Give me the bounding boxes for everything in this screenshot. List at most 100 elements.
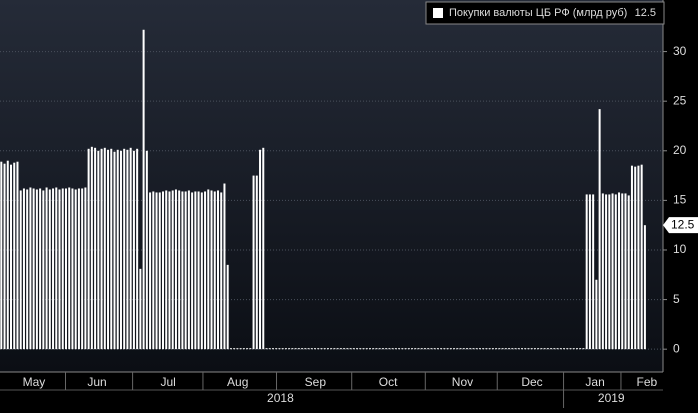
y-tick-label: 5 [673,292,680,306]
bar [123,148,126,350]
bar [29,187,32,350]
bar [100,148,103,350]
bar [456,348,459,350]
bar [233,348,236,350]
last-value-label: 12.5 [671,217,695,231]
bar [26,189,29,350]
bar [32,188,35,350]
bar [168,191,171,350]
bar [637,165,640,350]
bar [246,348,249,350]
bar [107,149,110,350]
bar [307,348,310,350]
bar [242,348,245,350]
y-tick-label: 0 [673,341,680,355]
bar [271,348,274,350]
bar [6,160,9,350]
bar [391,348,394,350]
bar [284,348,287,350]
bar [84,187,87,350]
bar [504,348,507,350]
bar [52,188,55,350]
bar [356,348,359,350]
bar [582,348,585,350]
bar [495,348,498,350]
x-tick-label: Jun [87,375,106,389]
bar [200,192,203,350]
bar [116,149,119,350]
bar [627,195,630,350]
bar [343,348,346,350]
bar [398,348,401,350]
bar [517,348,520,350]
bar [556,348,559,350]
bar [142,29,145,350]
bar [81,188,84,350]
bar [320,348,323,350]
bar [194,191,197,350]
bar [110,148,113,350]
bar [520,348,524,350]
bar [459,348,462,350]
bar [291,348,294,350]
bar [145,150,148,350]
bar [618,192,621,350]
bar [139,268,142,350]
x-tick-label: Feb [636,375,657,389]
bar [304,348,307,350]
bar [113,151,116,350]
bar [197,191,200,350]
bar [491,348,494,350]
x-tick-label: Oct [379,375,398,389]
x-tick-label: Dec [521,375,542,389]
x-tick-label: Aug [227,375,248,389]
bar [365,348,368,350]
bar [149,192,152,350]
bar [294,348,297,350]
y-tick-label: 25 [673,93,687,107]
bar [417,348,420,350]
bar [394,348,397,350]
bar [546,348,549,350]
bar [275,348,278,350]
bar [643,225,646,350]
bar [136,148,139,350]
bar [119,150,122,350]
bar [533,348,536,350]
bar [368,348,371,350]
bar [330,348,333,350]
bar [220,192,223,350]
bar [433,348,436,350]
bar [611,193,614,350]
bar [10,164,13,350]
bar [16,161,19,350]
bar [362,348,365,350]
bar [39,188,42,350]
bar [530,348,533,350]
bar [446,348,449,350]
bar [204,191,207,350]
bar [466,348,469,350]
bar [184,191,187,350]
bar [385,348,388,350]
bar [162,191,165,350]
y-tick-label: 20 [673,143,687,157]
bar [372,348,375,350]
bar [501,348,504,350]
bar [588,194,591,350]
bar [472,348,475,350]
bar [640,164,643,350]
bar [13,162,16,350]
bar [58,189,61,350]
bar [352,348,355,350]
bar [126,149,129,350]
bar [349,348,352,350]
bar [132,150,135,350]
bar [514,348,517,350]
bar [265,348,268,350]
bar [35,189,38,350]
bar [236,348,239,350]
bar [216,190,219,350]
bar [430,348,433,350]
bar [297,348,300,350]
